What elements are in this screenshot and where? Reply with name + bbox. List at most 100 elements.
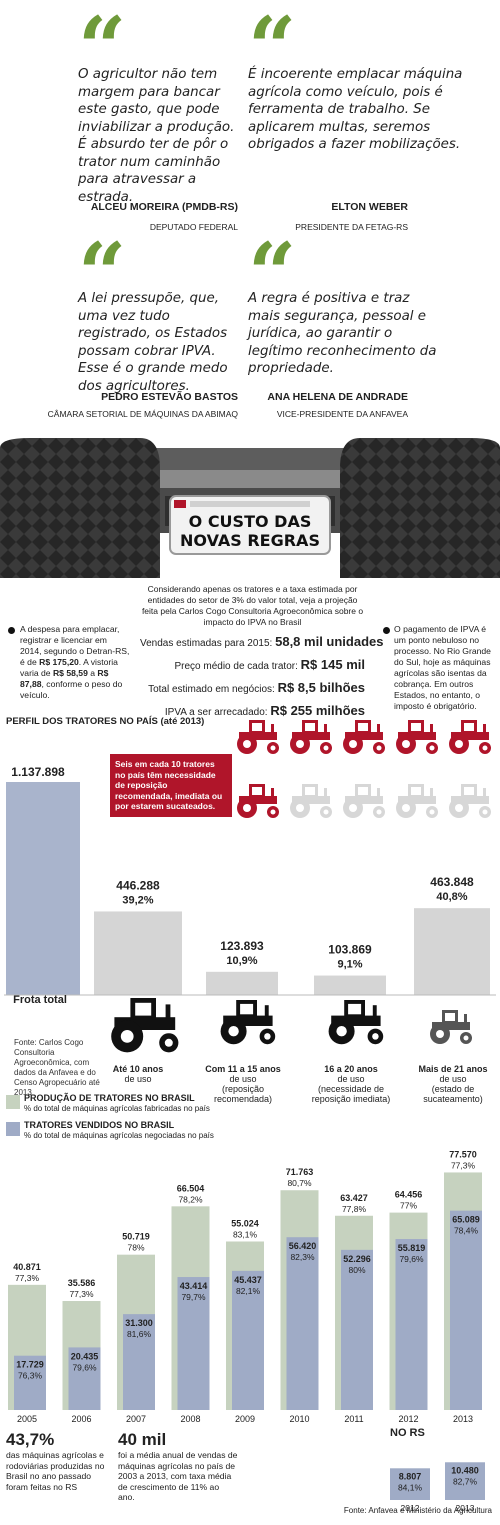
sales-bar <box>341 1249 373 1410</box>
profile-value-label: 123.893 <box>220 939 264 953</box>
left-note-text: a <box>87 668 98 678</box>
tractor-icon <box>396 784 438 818</box>
tractor-icon <box>396 720 438 754</box>
profile-percent-label: 9,1% <box>337 959 362 971</box>
production-pct-label: 83,1% <box>233 1229 258 1239</box>
profile-category-label: de uso <box>439 1074 467 1084</box>
profile-category-label: Frota total <box>13 994 67 1006</box>
production-value-label: 55.024 <box>231 1218 259 1228</box>
sales-bar <box>450 1210 482 1410</box>
production-value-label: 64.456 <box>395 1190 423 1200</box>
profile-category-label: reposição imediata) <box>311 1094 391 1104</box>
profile-source: Fonte: Carlos Cogo Consultoria Agroeconô… <box>14 1038 100 1097</box>
sales-pct-label: 82,1% <box>236 1286 261 1296</box>
quote-author-2: ELTON WEBER <box>331 201 408 213</box>
profile-title: PERFIL DOS TRATORES NO PAÍS (até 2013) <box>6 716 205 727</box>
profile-value-label: 446.288 <box>116 878 160 892</box>
quote-role-1: DEPUTADO FEDERAL <box>149 222 238 232</box>
profile-bar <box>314 975 386 995</box>
tractor-icon <box>111 998 179 1053</box>
profile-category-label: (reposição <box>221 1084 265 1094</box>
sales-bar <box>395 1239 428 1410</box>
profile-value-label: 463.848 <box>430 875 474 889</box>
sales-pct-label: 79,7% <box>181 1292 206 1302</box>
profile-percent-label: 10,9% <box>226 955 257 967</box>
year-tick-label: 2007 <box>126 1414 146 1424</box>
legend-production-title: PRODUÇÃO DE TRATORES NO BRASIL <box>24 1093 195 1103</box>
rs-value-label: 8.807 <box>399 1471 422 1481</box>
tractor-icon <box>343 720 385 754</box>
sales-bar <box>286 1237 319 1410</box>
plate-title: O CUSTO DAS NOVAS REGRAS <box>170 512 330 550</box>
sales-value-label: 17.729 <box>16 1360 44 1370</box>
stat-row: Preço médio de cada trator: R$ 145 mil <box>140 657 365 680</box>
stat-label: Preço médio de cada trator: <box>174 661 298 672</box>
fact-2-big: 40 mil <box>118 1430 167 1449</box>
quote-role-4: VICE-PRESIDENTE DA ANFAVEA <box>276 409 408 419</box>
sales-value-label: 55.819 <box>398 1243 426 1253</box>
profile-chart: 1.137.898 446.288 39,2% 123.893 10,9% 103.869… <box>4 765 496 996</box>
sales-value-label: 45.437 <box>234 1275 262 1285</box>
profile-category-label: de uso <box>124 1074 152 1084</box>
production-value-label: 71.763 <box>286 1167 314 1177</box>
profile-category-label: sucateamento) <box>423 1094 483 1104</box>
left-note-value: R$ 175,20 <box>39 657 79 667</box>
plate-title-line-2: NOVAS REGRAS <box>180 531 320 550</box>
rs-pct-label: 82,7% <box>453 1476 478 1486</box>
tractor-icon <box>343 784 385 818</box>
tractor-photo <box>0 438 500 588</box>
left-note-value: R$ 87,88 <box>20 668 109 689</box>
stat-row: Vendas estimadas para 2015: 58,8 mil uni… <box>140 634 383 657</box>
left-note-text: , conforme o peso do veículo. <box>20 679 123 700</box>
profile-category-label: de uso <box>229 1074 257 1084</box>
left-note-text: A despesa para emplacar, registrar e lic… <box>20 624 130 667</box>
profile-category-label: (estado de <box>431 1084 475 1094</box>
quote-text-2: É incoerente emplacar máquina agrícola c… <box>248 67 463 152</box>
stat-label: Vendas estimadas para 2015: <box>140 638 273 649</box>
rs-pct-label: 84,1% <box>398 1482 423 1492</box>
quote-mark-icon: “ <box>248 0 297 97</box>
sales-value-label: 56.420 <box>289 1241 317 1251</box>
profile-bar <box>414 908 490 995</box>
sales-pct-label: 82,3% <box>290 1252 315 1262</box>
quote-role-2: PRESIDENTE DA FETAG-RS <box>295 222 408 232</box>
production-pct-label: 77,3% <box>451 1160 476 1170</box>
legend-sales-title: TRATORES VENDIDOS NO BRASIL <box>24 1120 175 1130</box>
profile-category-label: recomendada) <box>213 1094 273 1104</box>
profile-value-label: 103.869 <box>328 943 372 957</box>
tractor-icon <box>237 720 279 754</box>
left-note-value: R$ 58,59 <box>52 668 88 678</box>
profile-category-label: Com 11 a 15 anos <box>205 1064 281 1074</box>
sales-pct-label: 80% <box>348 1265 365 1275</box>
sales-value-label: 52.296 <box>343 1254 371 1264</box>
bullet-icon <box>8 627 15 634</box>
production-sales-chart: 40.87177,3%17.72976,3%200535.58677,3%20.… <box>8 1149 485 1513</box>
profile-category-label: de uso <box>337 1074 365 1084</box>
quote-text-1: O agricultor não tem margem para bancar … <box>78 67 235 205</box>
quote-mark-icon: “ <box>248 224 297 323</box>
profile-bar <box>94 911 182 995</box>
plate-title-line-1: O CUSTO DAS <box>188 512 312 531</box>
profile-value-label: 1.137.898 <box>11 765 65 779</box>
quote-author-3: PEDRO ESTEVÃO BASTOS <box>101 391 238 403</box>
right-note: O pagamento de IPVA é um ponto nebuloso … <box>394 624 491 711</box>
quote-mark-icon: “ <box>78 0 127 97</box>
tractor-icon <box>449 720 491 754</box>
profile-category-label: Até 10 anos <box>112 1064 164 1074</box>
fact-2-text: foi a média anual de vendas de máquinas … <box>118 1450 238 1502</box>
stat-value: R$ 8,5 bilhões <box>277 680 365 695</box>
profile-bar <box>6 782 80 995</box>
production-value-label: 40.871 <box>13 1262 41 1272</box>
left-note-text: . A vistoria varia de <box>20 657 118 678</box>
sales-bar <box>232 1270 264 1410</box>
tractor-icon-grid <box>237 720 491 818</box>
year-tick-label: 2009 <box>235 1414 255 1424</box>
sales-pct-label: 78,4% <box>454 1226 479 1236</box>
sales-pct-label: 79,6% <box>72 1362 97 1372</box>
production-pct-label: 77% <box>400 1201 417 1211</box>
rs-year-label: 2012 <box>401 1503 420 1513</box>
production-pct-label: 78,2% <box>178 1194 203 1204</box>
profile-category-label: 16 a 20 anos <box>324 1064 378 1074</box>
tractor-icon <box>237 784 279 818</box>
tractor-icon <box>449 784 491 818</box>
